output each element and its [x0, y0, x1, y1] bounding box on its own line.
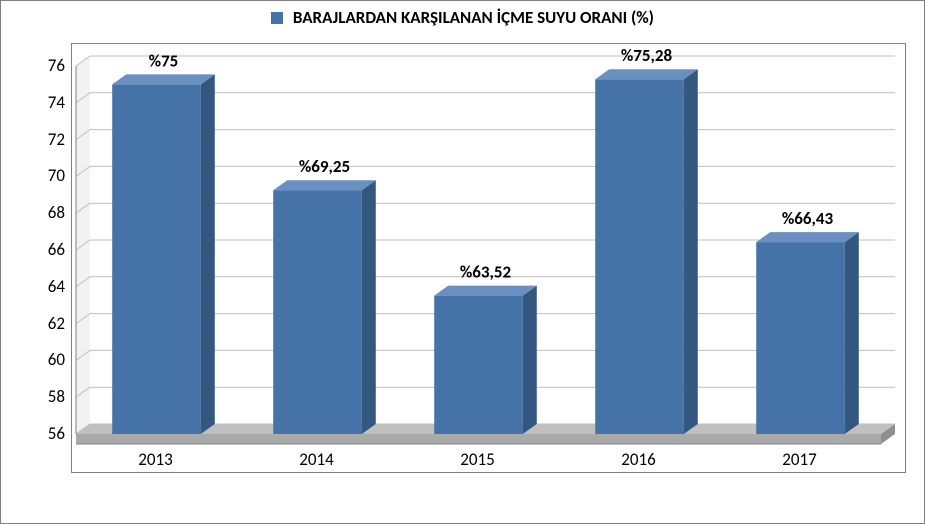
- x-tick-label: 2014: [287, 449, 347, 470]
- bar-front: [112, 84, 201, 434]
- data-label: %66,43: [782, 208, 834, 229]
- y-tick-label: 76: [5, 55, 65, 76]
- bar-front: [434, 296, 523, 434]
- legend: BARAJLARDAN KARŞILANAN İÇME SUYU ORANI (…: [1, 7, 924, 28]
- data-label: %75,28: [621, 45, 673, 66]
- bar-front: [756, 242, 845, 434]
- y-tick-label: 72: [5, 129, 65, 150]
- bar-side: [201, 74, 215, 434]
- y-tick-label: 56: [5, 423, 65, 444]
- x-tick-label: 2016: [609, 449, 669, 470]
- bar-side: [523, 286, 537, 434]
- x-tick-label: 2017: [770, 449, 830, 470]
- chart-container: BARAJLARDAN KARŞILANAN İÇME SUYU ORANI (…: [0, 0, 925, 524]
- y-tick-label: 62: [5, 313, 65, 334]
- bar-top: [595, 69, 698, 79]
- x-tick-label: 2015: [448, 449, 508, 470]
- chart-svg: %75 %69,25 %63,52 %75,28 %66,43: [72, 44, 905, 472]
- data-label: %69,25: [299, 156, 350, 177]
- data-label: %75: [149, 50, 179, 71]
- y-tick-label: 64: [5, 276, 65, 297]
- bar-top: [434, 286, 537, 296]
- bar-top: [112, 74, 215, 84]
- bar-top: [756, 232, 859, 242]
- bar-side: [362, 180, 376, 434]
- plot-area: %75 %69,25 %63,52 %75,28 %66,43: [71, 43, 906, 473]
- data-label: %63,52: [460, 262, 512, 283]
- y-tick-label: 60: [5, 349, 65, 370]
- y-tick-label: 66: [5, 239, 65, 260]
- y-tick-label: 68: [5, 202, 65, 223]
- x-tick-label: 2013: [126, 449, 186, 470]
- legend-label: BARAJLARDAN KARŞILANAN İÇME SUYU ORANI (…: [293, 7, 654, 28]
- bar-front: [595, 79, 684, 434]
- bar-front: [273, 190, 362, 434]
- bar-top: [273, 180, 376, 190]
- y-tick-label: 74: [5, 92, 65, 113]
- y-tick-label: 70: [5, 165, 65, 186]
- y-tick-label: 58: [5, 386, 65, 407]
- legend-marker: [271, 12, 283, 24]
- bar-side: [845, 232, 859, 434]
- bar-side: [684, 69, 698, 434]
